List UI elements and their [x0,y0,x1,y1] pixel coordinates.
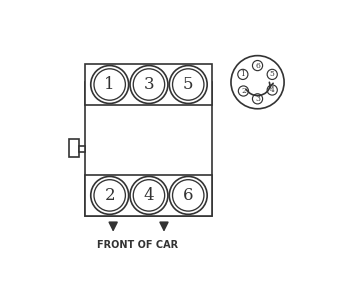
Text: 6: 6 [255,61,260,70]
Circle shape [94,69,125,100]
Circle shape [231,56,284,109]
Circle shape [91,66,129,104]
Text: 5: 5 [183,76,194,93]
Circle shape [172,180,204,211]
Circle shape [267,85,277,95]
Circle shape [238,86,248,96]
Text: 4: 4 [144,187,154,204]
Text: 3: 3 [255,95,260,103]
Circle shape [94,180,125,211]
Circle shape [238,69,248,80]
Text: 6: 6 [183,187,194,204]
Circle shape [172,69,204,100]
Circle shape [133,69,165,100]
Text: 1: 1 [240,70,245,78]
Bar [85,175,212,216]
Circle shape [169,66,207,104]
Circle shape [253,61,263,70]
Text: 3: 3 [144,76,154,93]
Bar [69,139,78,157]
Text: FRONT OF CAR: FRONT OF CAR [97,240,178,250]
Circle shape [130,66,168,104]
Circle shape [267,69,277,80]
Text: 5: 5 [270,70,275,78]
Circle shape [133,180,165,211]
Circle shape [130,176,168,214]
Bar [85,82,212,216]
Circle shape [253,94,263,104]
Bar [78,146,85,152]
Text: 2: 2 [241,87,246,95]
Circle shape [91,176,129,214]
Text: 1: 1 [104,76,115,93]
Text: 2: 2 [104,187,115,204]
Circle shape [169,176,207,214]
Text: 4: 4 [270,86,275,94]
Bar [85,64,212,105]
